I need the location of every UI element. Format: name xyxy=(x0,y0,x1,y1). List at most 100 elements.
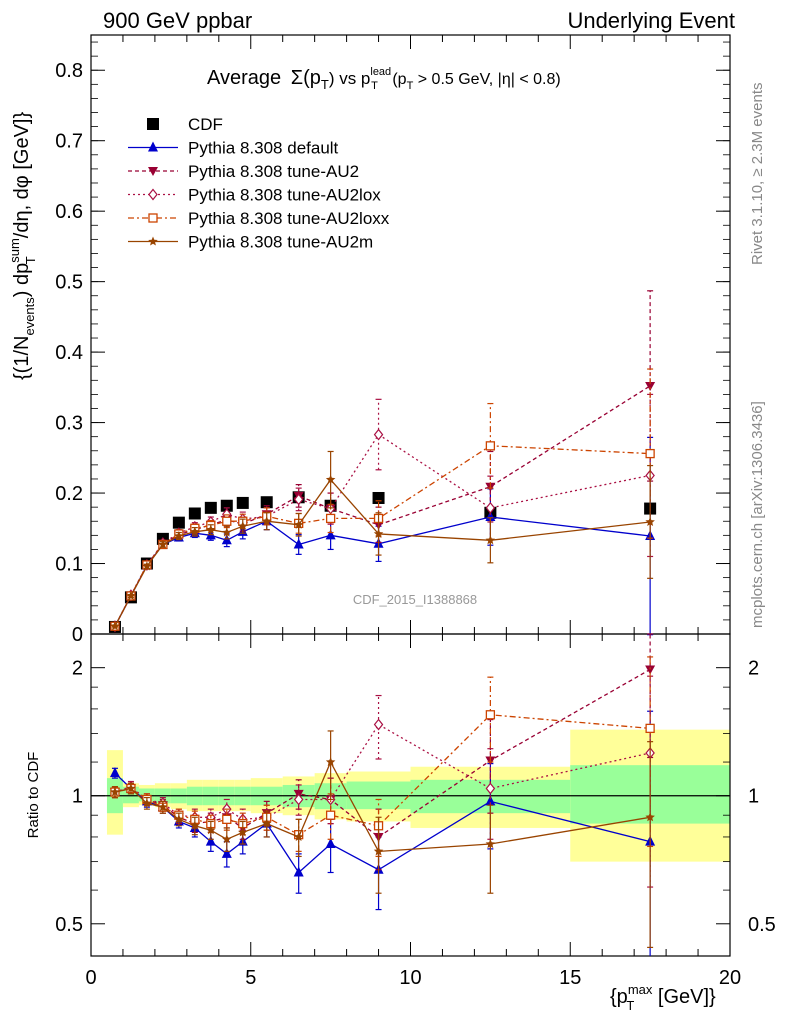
main-data-point xyxy=(190,526,200,536)
ylabel-a: {(1/N xyxy=(11,336,33,380)
ratio-y-tick-label-right: 0.5 xyxy=(748,914,776,936)
main-data-point xyxy=(158,539,168,549)
ylabel-b: ) dp xyxy=(11,263,33,297)
ratio-data-point xyxy=(373,846,384,856)
main-series-0 xyxy=(108,491,657,633)
main-data-point xyxy=(293,538,304,549)
legend-label: Pythia 8.308 tune-AU2loxx xyxy=(188,209,390,228)
title-sub-t3: T xyxy=(407,80,414,92)
main-data-point xyxy=(325,474,336,484)
ratio-data-point xyxy=(485,782,496,795)
header-left-label: 900 GeV ppbar xyxy=(103,8,252,33)
main-y-tick-label: 0.5 xyxy=(55,272,83,294)
main-series-layer xyxy=(108,290,657,636)
main-y-tick-label: 0.1 xyxy=(55,554,83,576)
ratio-data-point xyxy=(645,812,655,822)
main-data-point xyxy=(220,499,233,512)
ratio-y-tick-label: 2 xyxy=(72,658,83,680)
main-y-tick-label: 0.3 xyxy=(55,413,83,435)
main-data-point xyxy=(174,531,184,541)
ratio-data-point xyxy=(222,834,232,844)
xlabel-a: {p xyxy=(610,986,628,1008)
header-right-label: Underlying Event xyxy=(567,8,735,33)
ratio-data-point xyxy=(325,838,336,849)
legend-item: Pythia 8.308 default xyxy=(128,139,339,158)
title-sub-t2: T xyxy=(371,80,378,92)
legend-label: Pythia 8.308 tune-AU2lox xyxy=(188,186,381,205)
ratio-y-tick-label-right: 2 xyxy=(748,658,759,680)
main-data-point xyxy=(262,516,272,526)
legend-marker xyxy=(148,188,158,201)
main-axis-ticks: 0 0.1 0.2 0.3 0.4 0.5 0.6 0.7 0.8 xyxy=(55,35,731,646)
x-tick-label: 5 xyxy=(245,967,256,989)
analysis-watermark: CDF_2015_I1388868 xyxy=(353,592,477,607)
main-y-tick-label: 0.8 xyxy=(55,60,83,82)
x-tick-label: 15 xyxy=(559,967,581,989)
legend-item: Pythia 8.308 tune-AU2loxx xyxy=(128,209,390,228)
plot-title: Average Σ(pT) vs plead T (pT > 0.5 GeV, |… xyxy=(207,66,561,92)
main-data-point xyxy=(293,519,304,529)
ratio-series-4 xyxy=(110,730,655,949)
rivet-version-label: Rivet 3.1.10, ≥ 2.3M events xyxy=(749,83,766,266)
x-tick-label: 10 xyxy=(399,967,421,989)
main-y-tick-label: 0.2 xyxy=(55,483,83,505)
x-tick-label: 0 xyxy=(85,967,96,989)
title-tail2: > 0.5 GeV, |η| < 0.8) xyxy=(413,71,560,88)
ylabel-c: /dη, dφ [GeV]} xyxy=(11,112,33,239)
x-tick-label: 20 xyxy=(719,967,741,989)
main-data-point xyxy=(188,507,201,520)
ratio-y-tick-label: 1 xyxy=(72,786,83,808)
title-sup-lead: lead xyxy=(370,66,391,78)
title-sub-t: T xyxy=(321,77,329,92)
ratio-data-point xyxy=(222,814,232,825)
legend-marker xyxy=(147,118,159,130)
main-data-point xyxy=(238,521,248,531)
mcplots-label: mcplots.cern.ch [arXiv:1306.3436] xyxy=(749,401,766,628)
ratio-data-point xyxy=(485,795,496,806)
ratio-data-point xyxy=(325,757,336,767)
ratio-data-point xyxy=(158,802,168,812)
legend-label: Pythia 8.308 tune-AU2 xyxy=(188,162,359,181)
main-data-point xyxy=(485,501,496,514)
ratio-data-point xyxy=(325,810,336,820)
xlabel-sup-max: max xyxy=(628,982,653,997)
main-y-axis-label: {(1/Nevents) dpsumT/dη, dφ [GeV]} xyxy=(7,112,38,380)
ratio-data-point xyxy=(645,723,655,734)
ratio-data-point xyxy=(109,767,120,778)
ratio-data-point xyxy=(262,818,272,828)
legend-item: Pythia 8.308 tune-AU2lox xyxy=(128,186,381,205)
main-y-tick-label: 0.4 xyxy=(55,342,83,364)
main-y-tick-label: 0.6 xyxy=(55,201,83,223)
ylabel-sub-t: T xyxy=(23,256,38,264)
legend-marker xyxy=(148,167,158,176)
ratio-data-point xyxy=(645,665,656,675)
legend: CDF Pythia 8.308 default Pythia 8.308 tune… xyxy=(128,115,390,252)
main-data-point xyxy=(142,561,152,571)
title-prefix: Average xyxy=(207,67,281,89)
main-data-point xyxy=(485,441,496,451)
ratio-data-point xyxy=(126,783,136,793)
main-series-5 xyxy=(110,450,655,631)
main-data-point xyxy=(222,516,232,526)
ratio-data-point xyxy=(293,866,304,877)
main-data-point xyxy=(373,528,384,538)
ratio-data-point xyxy=(221,847,232,858)
main-data-point xyxy=(645,448,655,459)
main-data-point xyxy=(236,496,249,509)
main-data-point xyxy=(485,511,496,522)
ratio-data-point xyxy=(110,787,120,797)
main-data-point xyxy=(325,529,336,540)
ratio-data-point xyxy=(293,793,304,806)
ratio-data-point xyxy=(373,718,384,731)
main-plot-frame xyxy=(90,34,731,635)
ratio-data-point xyxy=(142,798,152,808)
legend-label: CDF xyxy=(188,115,223,134)
main-plot-panel: 0 0.1 0.2 0.3 0.4 0.5 0.6 0.7 0.8 CDF_2015_I1388… xyxy=(7,34,731,646)
main-data-point xyxy=(126,590,136,600)
xlabel-b: [GeV]} xyxy=(652,986,716,1008)
ratio-plot-panel: 0.5 0.51 12 20 5 10 15 20 Ratio to CDF xyxy=(25,633,776,989)
main-data-point xyxy=(206,524,216,534)
main-data-point xyxy=(645,517,655,526)
ylabel-sub-events: events xyxy=(22,297,37,336)
